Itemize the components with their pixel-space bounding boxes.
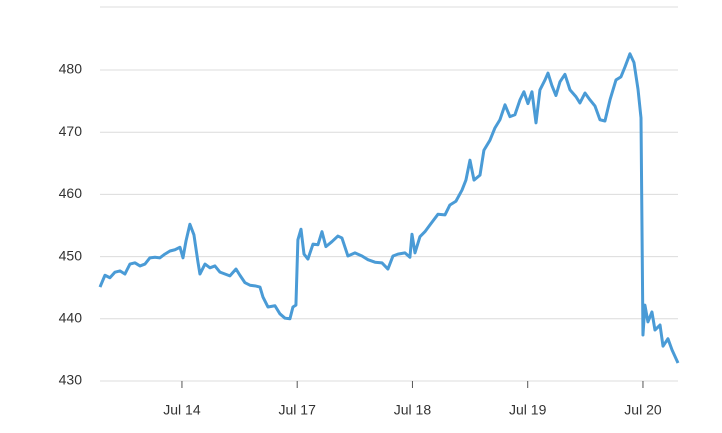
y-tick-label: 450 xyxy=(59,247,83,263)
x-tick-label: Jul 19 xyxy=(509,402,547,418)
y-tick-label: 470 xyxy=(59,123,83,139)
x-tick-label: Jul 18 xyxy=(394,402,432,418)
price-line xyxy=(98,52,680,364)
y-tick-label: 430 xyxy=(59,372,83,388)
y-tick-label: 480 xyxy=(59,61,83,77)
y-tick-label: 440 xyxy=(59,310,83,326)
x-tick-label: Jul 14 xyxy=(163,402,201,418)
x-tick-label: Jul 20 xyxy=(624,402,662,418)
x-tick-label: Jul 17 xyxy=(279,402,317,418)
y-tick-label: 460 xyxy=(59,185,83,201)
